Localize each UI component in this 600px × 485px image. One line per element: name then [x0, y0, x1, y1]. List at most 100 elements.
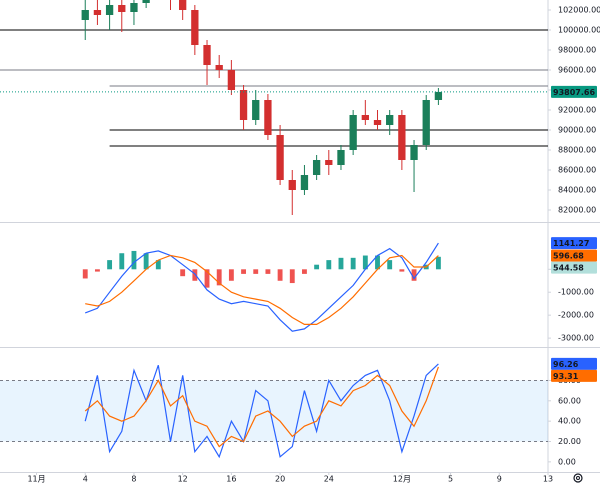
histogram-bar: [362, 255, 368, 270]
candle-body: [179, 0, 187, 10]
y-tick-label: 90000.00: [558, 126, 596, 135]
candle-body: [93, 10, 102, 15]
y-tick-label: -3000.00: [558, 334, 594, 343]
indicator-tag: 596.68: [553, 252, 584, 261]
x-tick-label: 12: [178, 475, 188, 484]
candle-body: [312, 160, 321, 175]
candle-body: [434, 91, 443, 100]
histogram-bar: [107, 260, 113, 270]
histogram-bar: [289, 269, 295, 284]
y-tick-label: -2000.00: [558, 311, 594, 320]
x-tick-label: 24: [324, 475, 334, 484]
histogram-bar: [435, 256, 441, 270]
candle-body: [118, 5, 126, 12]
y-tick-label: 86000.00: [558, 166, 596, 175]
band-fill: [0, 380, 548, 442]
y-tick-label: 100000.00: [558, 26, 600, 35]
histogram-bar: [314, 264, 320, 270]
candle-body: [373, 120, 382, 125]
histogram-bar: [155, 260, 161, 270]
y-tick-label: 40.00: [558, 417, 581, 426]
candle-body: [227, 70, 236, 90]
settings-icon[interactable]: [573, 473, 583, 483]
candle-body: [239, 90, 248, 120]
candle-body: [325, 160, 333, 165]
pane: [82, 242, 441, 332]
histogram-bar: [228, 269, 234, 281]
candle-body: [361, 115, 369, 120]
candle-body: [215, 65, 223, 70]
x-tick-label: 16: [226, 475, 236, 484]
candle-body: [203, 45, 211, 65]
y-tick-label: 98000.00: [558, 46, 596, 55]
histogram-bar: [350, 257, 356, 270]
last-price-tag: 93807.66: [553, 88, 595, 97]
histogram-bar: [131, 250, 137, 270]
candle-body: [398, 115, 406, 160]
indicator-tag-bg: [551, 237, 597, 250]
histogram-bar: [253, 269, 259, 274]
x-tick-label: 12月: [393, 475, 411, 484]
candle-body: [252, 100, 260, 120]
x-tick-label: 9: [497, 475, 502, 484]
indicator-line: [84, 242, 439, 332]
histogram-bar: [277, 269, 283, 281]
x-tick-label: 5: [448, 475, 453, 484]
candle-body: [422, 100, 430, 145]
histogram-bar: [119, 253, 125, 270]
indicator-tag-bg: [551, 369, 597, 382]
y-tick-label: 102000.00: [558, 6, 600, 15]
x-tick-label: 11月: [27, 475, 45, 484]
candle-body: [288, 180, 296, 190]
indicator-tag: 96.26: [553, 360, 579, 369]
histogram-bar: [387, 260, 393, 270]
x-tick-label: 8: [131, 475, 136, 484]
candle-body: [410, 145, 418, 160]
indicator-tag: 93.31: [553, 372, 579, 381]
last-price-tag-bg: [551, 85, 597, 98]
histogram-bar: [326, 260, 332, 270]
histogram-bar: [143, 253, 149, 270]
candle-body: [276, 135, 284, 180]
histogram-bar: [375, 255, 380, 270]
candle-body: [386, 115, 394, 125]
histogram-tag-bg: [551, 261, 597, 274]
indicator-line: [84, 366, 439, 448]
pane: [0, 0, 548, 215]
indicator-tag: 1141.27: [553, 239, 589, 248]
y-tick-label: 60.00: [558, 396, 581, 405]
histogram-bar: [338, 257, 344, 270]
histogram-bar: [94, 269, 100, 272]
indicator-tag-bg: [551, 357, 597, 370]
candle-body: [130, 3, 138, 12]
histogram-bar: [302, 269, 307, 274]
histogram-bar: [265, 269, 271, 274]
candle-body: [142, 0, 150, 3]
y-tick-label: 96000.00: [558, 66, 596, 75]
y-tick-label: -1000.00: [558, 288, 594, 297]
candle-body: [105, 5, 114, 15]
histogram-bar: [82, 269, 88, 279]
histogram-bar: [241, 269, 246, 274]
histogram-bar: [192, 269, 198, 281]
pane: [0, 363, 548, 459]
y-tick-label: 0.00: [558, 457, 576, 466]
histogram-tag: 544.58: [553, 264, 584, 273]
y-tick-label: 92000.00: [558, 106, 596, 115]
indicator-line: [84, 363, 439, 459]
histogram-bar: [216, 269, 222, 286]
x-tick-label: 4: [83, 475, 88, 484]
candle-body: [349, 115, 357, 150]
histogram-bar: [180, 269, 186, 277]
candle-body: [191, 10, 199, 45]
x-tick-label: 20: [275, 475, 285, 484]
y-tick-label: 88000.00: [558, 146, 596, 155]
candle-body: [81, 10, 89, 20]
y-tick-label: 84000.00: [558, 186, 596, 195]
candle-body: [337, 150, 345, 165]
indicator-line: [85, 254, 439, 325]
histogram-bar: [411, 269, 417, 281]
candle-body: [300, 175, 309, 190]
candle-body: [264, 100, 272, 135]
